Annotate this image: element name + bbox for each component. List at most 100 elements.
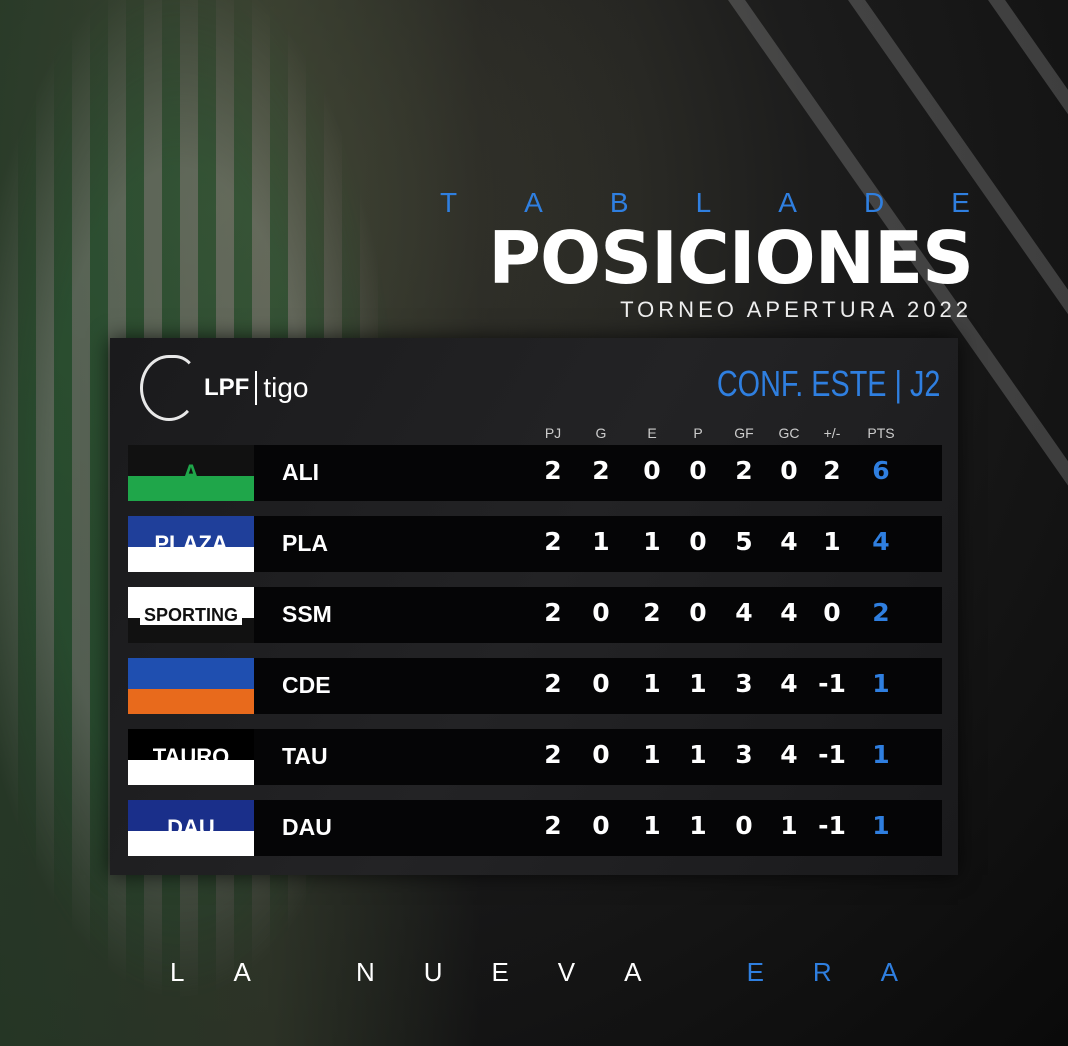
team-crest: A: [128, 445, 254, 501]
stat-value: 0: [592, 669, 610, 698]
team-crest: SPORTING: [128, 587, 254, 643]
page-title: POSICIONES: [488, 216, 974, 300]
stat-value: 5: [735, 527, 753, 556]
team-crest: DAU: [128, 800, 254, 856]
stat-value: 0: [689, 527, 707, 556]
stat-value: 0: [823, 598, 841, 627]
table-row: SPORTING SSM 2 0 2 0 4 4 0 2: [128, 587, 942, 643]
stat-value: 1: [592, 527, 610, 556]
crest-text: DAU: [167, 815, 215, 841]
stat-value: -1: [818, 740, 846, 769]
footer-letter: L: [170, 957, 185, 987]
stat-value: 2: [544, 740, 562, 769]
stat-value: 4: [780, 527, 798, 556]
stat-value: -1: [818, 669, 846, 698]
table-row: A ALI 2 2 0 0 2 0 2 6: [128, 445, 942, 501]
column-header: G: [595, 425, 607, 441]
stat-value: 4: [780, 598, 798, 627]
stat-value: 3: [735, 669, 753, 698]
team-crest: TAURO: [128, 729, 254, 785]
column-header: PJ: [544, 425, 562, 441]
stat-value: 1: [643, 811, 661, 840]
stat-value: 1: [780, 811, 798, 840]
stat-value: 1: [689, 669, 707, 698]
stat-value: 1: [689, 811, 707, 840]
divider: [255, 371, 258, 405]
column-header: +/-: [823, 425, 841, 441]
stat-value: 0: [689, 598, 707, 627]
title-letter: A: [524, 187, 543, 218]
stat-value: 4: [735, 598, 753, 627]
league-name: LPF: [204, 374, 250, 402]
stat-value: 1: [643, 669, 661, 698]
footer-letter: U: [423, 957, 443, 987]
stat-value: 0: [780, 456, 798, 485]
title-letter: D: [863, 187, 885, 218]
column-header: P: [693, 425, 703, 441]
column-header: PTS: [867, 425, 895, 441]
table-row: CDE 2 0 1 1 3 4 -1 1: [128, 658, 942, 714]
points: 4: [872, 527, 890, 556]
crest-text: PLAZA: [154, 531, 228, 557]
points: 1: [872, 740, 890, 769]
crest-text: SPORTING: [139, 604, 242, 626]
points: 1: [872, 811, 890, 840]
crest-text: TAURO: [152, 744, 230, 770]
stat-value: 0: [643, 456, 661, 485]
points: 6: [872, 456, 890, 485]
column-headers: PJ G E P GF GC +/- PTS: [0, 424, 1068, 442]
footer-letter: N: [355, 957, 375, 987]
footer-letter-accent: A: [880, 957, 898, 987]
stat-value: 3: [735, 740, 753, 769]
stat-value: 1: [689, 740, 707, 769]
team-abbr: TAU: [282, 743, 328, 769]
table-row: TAURO TAU 2 0 1 1 3 4 -1 1: [128, 729, 942, 785]
stat-value: 2: [544, 456, 562, 485]
stat-value: -1: [818, 811, 846, 840]
title-letter: A: [778, 187, 797, 218]
stat-value: 0: [592, 598, 610, 627]
stat-value: 0: [689, 456, 707, 485]
team-abbr: PLA: [282, 530, 328, 556]
footer-letter-accent: R: [812, 957, 832, 987]
stat-value: 2: [544, 669, 562, 698]
team-crest: PLAZA: [128, 516, 254, 572]
title-letter: B: [609, 187, 629, 218]
footer-letter: A: [233, 957, 251, 987]
stat-value: 0: [592, 740, 610, 769]
stat-value: 1: [643, 527, 661, 556]
team-abbr: CDE: [282, 672, 331, 698]
stat-value: 0: [735, 811, 753, 840]
crest-text: A: [183, 460, 199, 486]
stat-value: 2: [643, 598, 661, 627]
stat-value: 2: [823, 456, 841, 485]
stat-value: 1: [823, 527, 841, 556]
footer-letter: V: [557, 957, 576, 987]
team-abbr: SSM: [282, 601, 332, 627]
title-letter: T: [440, 187, 458, 218]
team-abbr: ALI: [282, 459, 320, 485]
column-header: GF: [734, 425, 754, 441]
sponsor-name: tigo: [263, 371, 309, 403]
subtitle: TORNEO APERTURA 2022: [620, 297, 972, 322]
stat-value: 2: [544, 598, 562, 627]
stat-value: 2: [592, 456, 610, 485]
team-crest: [128, 658, 254, 714]
title-letter: E: [951, 187, 970, 218]
stat-value: 0: [592, 811, 610, 840]
stat-value: 2: [544, 527, 562, 556]
stat-value: 1: [643, 740, 661, 769]
stat-value: 4: [780, 669, 798, 698]
footer-letter-accent: E: [746, 957, 764, 987]
conference-label: CONF. ESTE | J2: [716, 363, 940, 404]
team-abbr: DAU: [282, 814, 332, 840]
stat-value: 4: [780, 740, 798, 769]
points: 2: [872, 598, 890, 627]
footer-letter: E: [491, 957, 509, 987]
column-header: E: [647, 425, 657, 441]
stat-value: 2: [544, 811, 562, 840]
footer-letter: A: [624, 957, 642, 987]
table-row: PLAZA PLA 2 1 1 0 5 4 1 4: [128, 516, 942, 572]
